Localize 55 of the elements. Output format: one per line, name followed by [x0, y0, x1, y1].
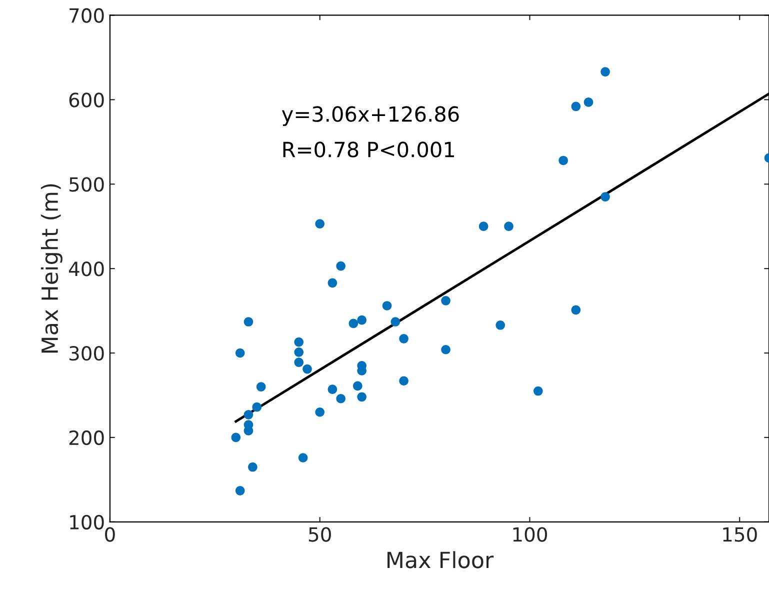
point: [235, 486, 245, 496]
point: [294, 337, 304, 347]
point: [336, 261, 346, 271]
point: [571, 102, 581, 112]
point: [352, 381, 362, 391]
point: [294, 358, 304, 367]
point: [533, 386, 543, 396]
point: [399, 376, 408, 386]
point: [235, 348, 245, 358]
point: [315, 219, 325, 228]
point: [244, 317, 254, 326]
point: [256, 382, 266, 392]
y-tick-label: 200: [69, 430, 104, 446]
point: [478, 222, 488, 232]
point: [357, 392, 366, 402]
y-tick-label: 300: [69, 346, 104, 361]
point: [399, 334, 408, 344]
y-tick-label: 100: [70, 514, 104, 530]
x-tick-label: 150: [723, 527, 757, 542]
point: [252, 402, 262, 412]
point: [315, 407, 325, 417]
point: [496, 320, 506, 330]
point: [302, 364, 312, 374]
point: [244, 410, 254, 420]
point: [600, 67, 610, 76]
x-tick-label: 100: [513, 527, 547, 542]
point: [244, 426, 254, 436]
point: [584, 98, 594, 107]
point: [328, 278, 338, 288]
x-tick-label: 0: [105, 527, 115, 542]
point: [390, 317, 400, 326]
x-tick-label: 50: [308, 527, 331, 542]
annotation: y=3.06x+126.86: [282, 106, 459, 126]
point: [600, 192, 610, 202]
point: [504, 222, 514, 232]
point: [231, 432, 241, 442]
point: [382, 301, 392, 310]
y-tick-label: 700: [70, 8, 104, 23]
y-tick-label: 500: [69, 177, 104, 192]
y-tick-label: 400: [68, 262, 104, 276]
point: [357, 315, 366, 325]
point: [441, 344, 450, 354]
point: [248, 462, 258, 472]
annotation: R=0.78 P<0.001: [283, 142, 454, 158]
point: [298, 453, 308, 462]
y-axis-title: Max Height (m): [40, 184, 62, 353]
point: [571, 305, 581, 315]
y-tick-label: 600: [69, 92, 104, 108]
point: [558, 156, 568, 166]
point: [328, 384, 338, 394]
point: [348, 318, 358, 328]
x-axis-title: Max Floor: [388, 551, 494, 568]
point: [336, 394, 346, 404]
point: [441, 296, 450, 306]
point: [294, 348, 304, 357]
